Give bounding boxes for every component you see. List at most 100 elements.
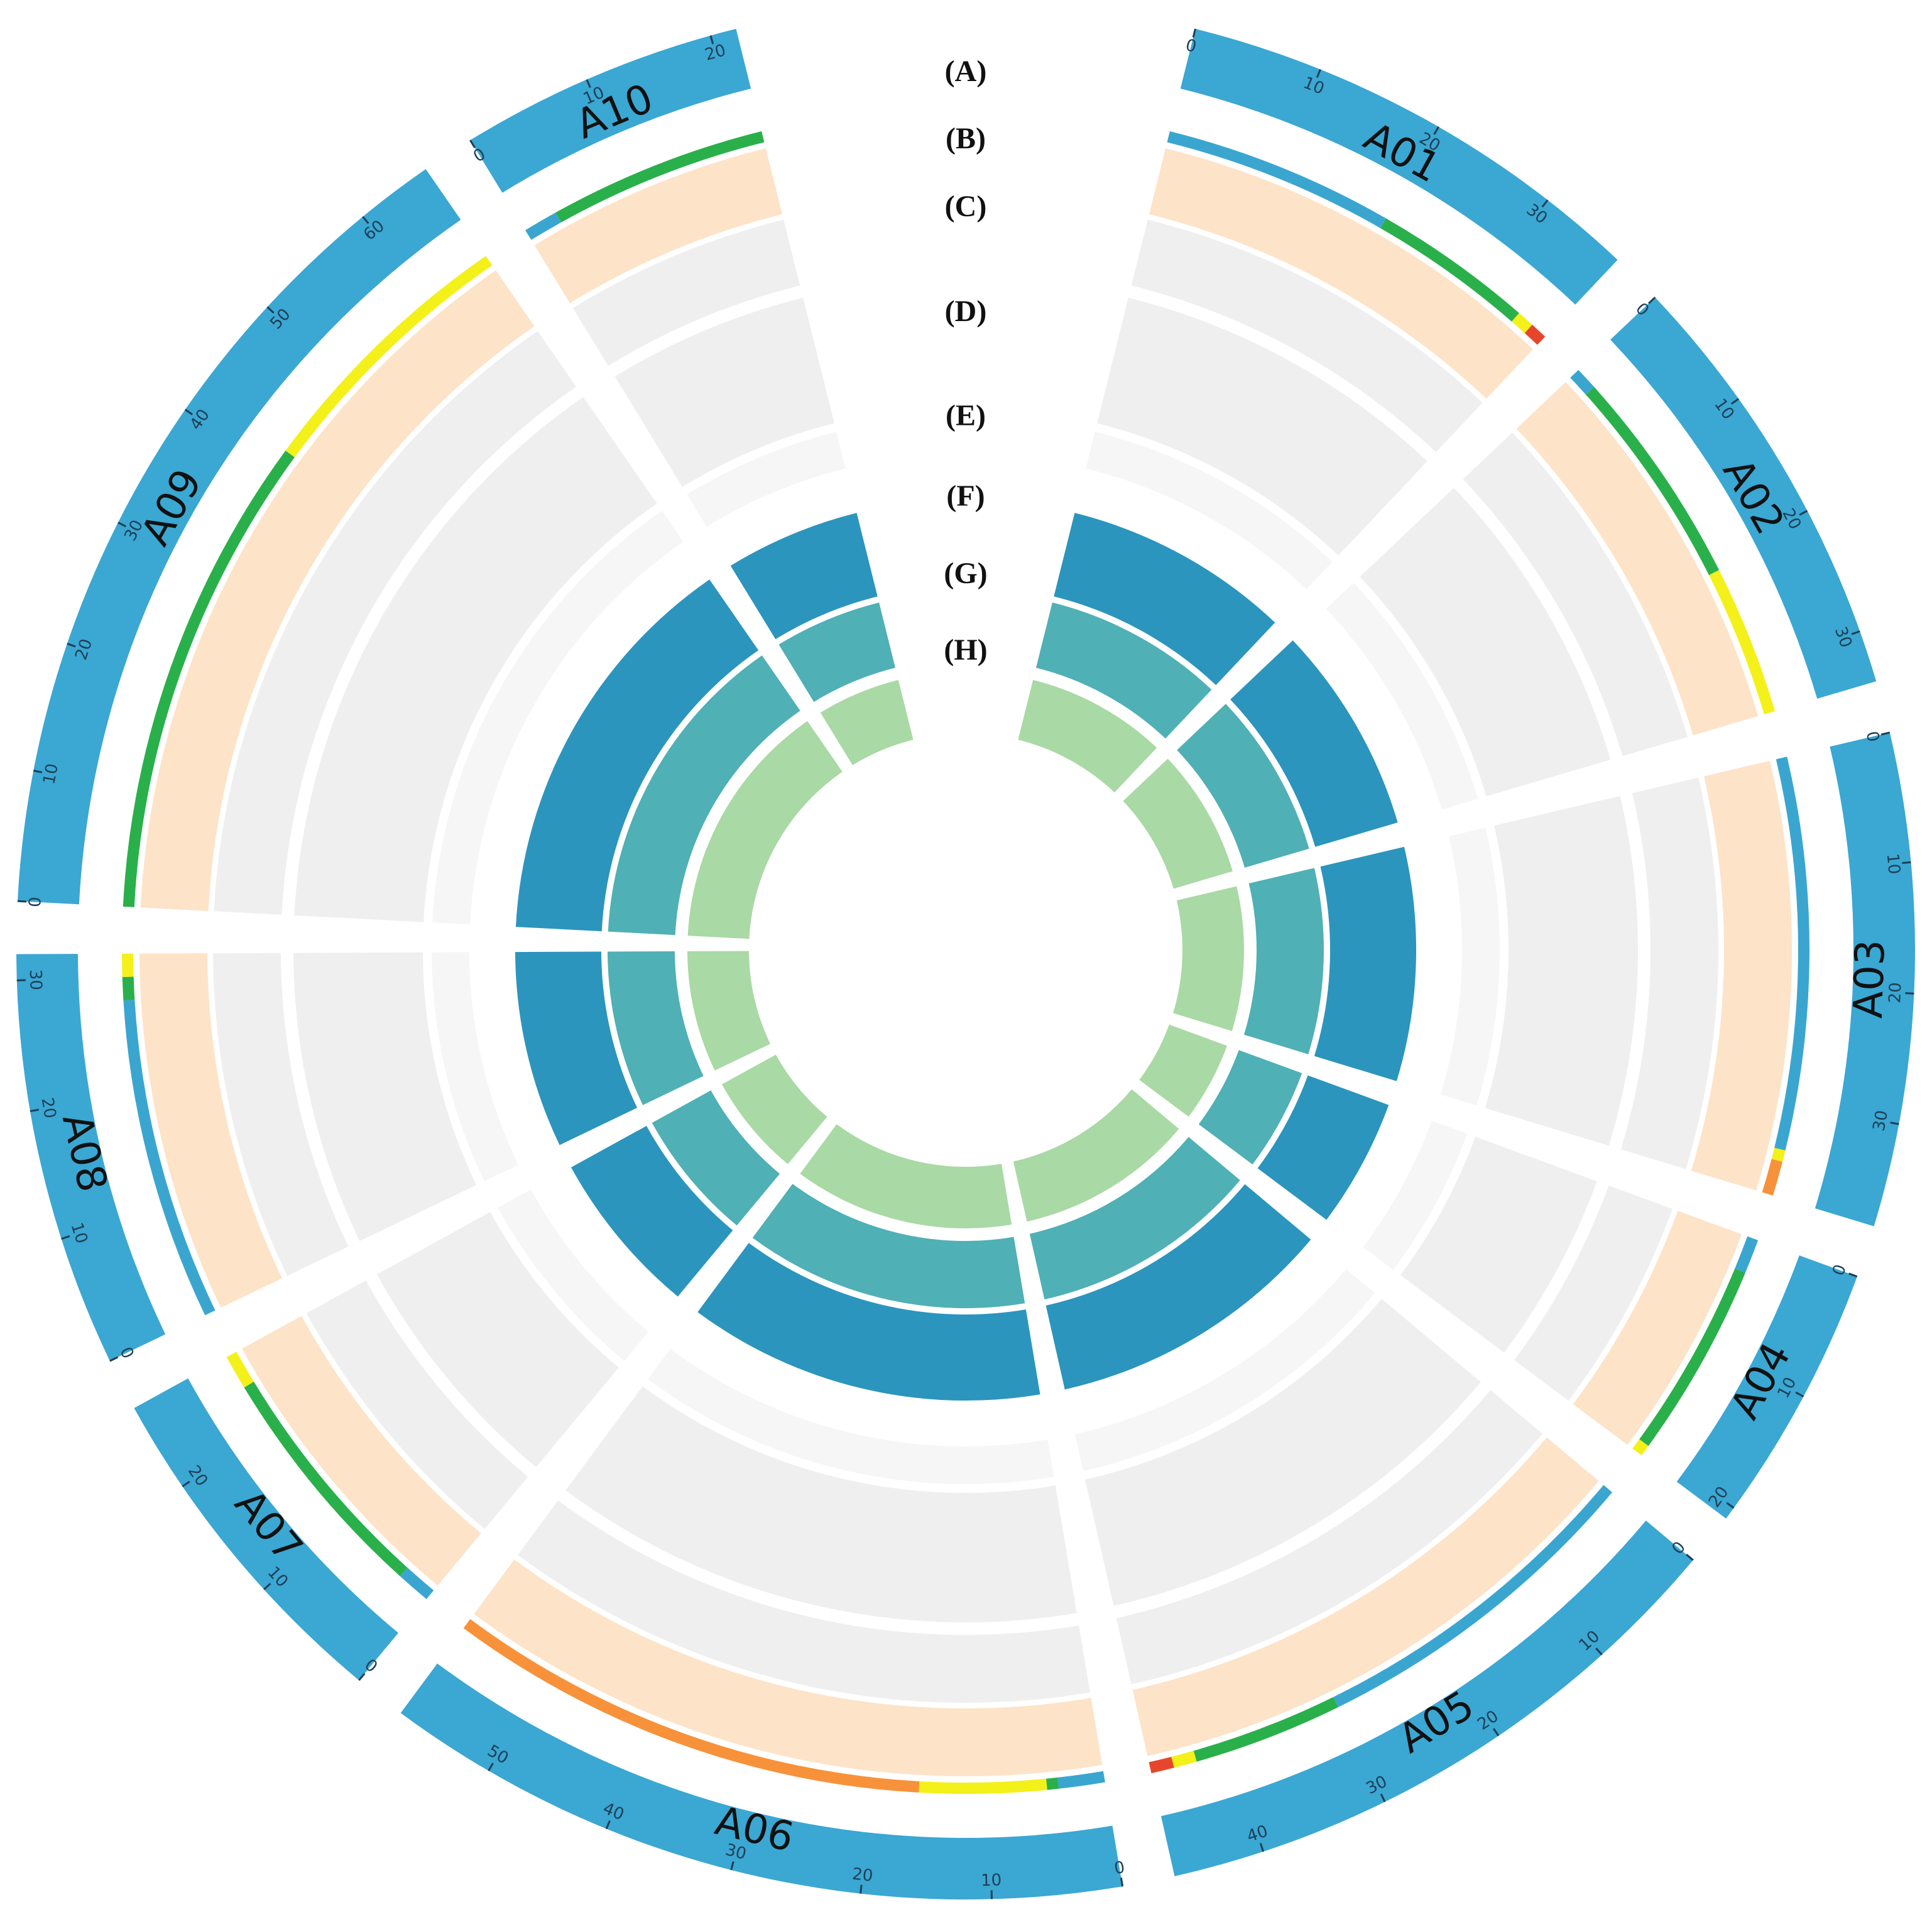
tick-mark (1380, 1793, 1386, 1803)
track-band (1573, 1211, 1742, 1445)
track-band (534, 148, 783, 303)
track-band (432, 510, 684, 925)
track-band (570, 1125, 733, 1297)
tick-mark (109, 1356, 119, 1362)
tick-mark (362, 216, 369, 224)
track-band (1086, 432, 1333, 589)
track-band (1440, 828, 1500, 1106)
track-label: (F) (946, 479, 985, 513)
tick-mark (1648, 297, 1656, 304)
track-band (778, 602, 895, 702)
track-band (1177, 704, 1309, 868)
track-band (242, 1316, 481, 1586)
ideogram (18, 169, 461, 905)
track-band (1257, 1075, 1389, 1220)
karyotype-segment (555, 131, 765, 223)
karyotype-segment (1771, 1147, 1786, 1162)
tick-mark (488, 1762, 494, 1772)
tick-mark (1730, 398, 1740, 405)
track-band (1018, 680, 1157, 793)
track-band (432, 952, 518, 1181)
tick-mark (67, 642, 76, 648)
karyotype-segment (1333, 1485, 1613, 1707)
karyotype-segment (122, 976, 135, 1001)
tick-label: 20 (1886, 982, 1905, 1003)
track-label: (D) (945, 295, 987, 328)
track-band (1360, 488, 1611, 797)
track-band (752, 1184, 1025, 1308)
tick-mark (586, 79, 591, 89)
track-band (139, 953, 282, 1308)
karyotype-segment (285, 256, 493, 457)
track-band (1132, 1437, 1599, 1756)
tick-mark (860, 1884, 863, 1894)
track-band (608, 655, 800, 936)
track-band (515, 579, 759, 932)
karyotype-segment (1512, 313, 1532, 334)
tick-mark (1492, 1728, 1500, 1737)
track-band (1085, 1299, 1481, 1606)
track-band (1074, 1269, 1375, 1472)
tick-mark (33, 770, 43, 773)
tick-mark (1795, 1391, 1804, 1397)
ideogram (1160, 1520, 1693, 1876)
ideogram (1180, 28, 1618, 305)
tick-mark (1541, 199, 1549, 208)
tick-label: 0 (1862, 729, 1883, 744)
tick-mark (1851, 630, 1860, 635)
track-band (214, 331, 577, 915)
track-label: (C) (945, 190, 987, 223)
track-band (293, 952, 477, 1242)
ideogram (134, 1378, 398, 1681)
track-band (306, 1280, 528, 1529)
karyotype-segment (1193, 1697, 1339, 1762)
karyotype-segment (1586, 387, 1720, 576)
tick-mark (263, 1583, 271, 1590)
track-band (515, 951, 638, 1145)
ideogram (470, 28, 751, 193)
karyotype-segment (1057, 1771, 1105, 1789)
tick-mark (61, 1235, 70, 1240)
track-band (648, 1348, 1054, 1484)
track-band (1054, 513, 1275, 686)
track-band (1363, 1120, 1468, 1270)
tick-mark (1316, 68, 1321, 78)
track-label: (E) (946, 399, 986, 432)
track-band (1013, 1089, 1179, 1222)
tick-mark (1880, 731, 1891, 736)
track-band (800, 1124, 1012, 1228)
tick-mark (730, 1861, 734, 1871)
karyotype-segment (244, 1381, 408, 1576)
karyotype-segment (1570, 369, 1595, 395)
track-label: (A) (945, 55, 987, 88)
tick-mark (1890, 1122, 1899, 1125)
track-band (687, 951, 770, 1071)
track-band (518, 1500, 1090, 1703)
track-band (687, 721, 843, 939)
track-band (697, 1243, 1040, 1401)
ideogram (1815, 732, 1915, 1227)
tick-label: 10 (981, 1871, 1002, 1890)
ideogram (1676, 1255, 1857, 1519)
tick-mark (30, 1108, 39, 1112)
karyotype-segment (1524, 324, 1546, 345)
tick-label: 20 (37, 1096, 59, 1120)
karyotype-segment (525, 212, 561, 240)
tick-mark (1433, 126, 1439, 135)
karyotype-segment (919, 1778, 1047, 1794)
karyotype-segment (1171, 1751, 1197, 1768)
tick-mark (1259, 1843, 1265, 1852)
karyotype-segment (1149, 1756, 1174, 1774)
track-label: (H) (944, 633, 987, 667)
track-label: (B) (946, 122, 986, 155)
tick-mark (266, 306, 275, 314)
tick-mark (709, 35, 714, 45)
tick-mark (17, 900, 27, 903)
track-band (572, 219, 800, 366)
